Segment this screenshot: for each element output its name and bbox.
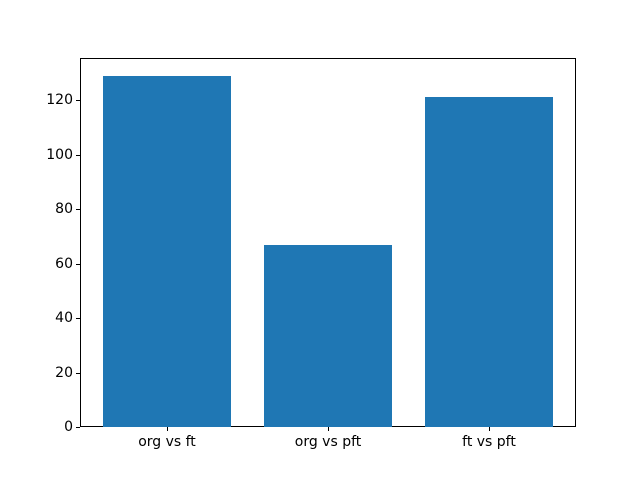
y-tick-label: 0	[64, 419, 73, 435]
bar-1	[102, 75, 232, 427]
y-tick-label: 100	[46, 146, 73, 163]
y-tick-mark	[76, 427, 80, 428]
x-tick-mark	[328, 427, 329, 431]
y-tick-mark	[76, 154, 80, 156]
y-tick-label: 120	[46, 92, 73, 109]
y-tick-mark	[76, 318, 80, 319]
y-tick-label: 80	[55, 201, 73, 218]
y-tick-label: 60	[55, 255, 73, 272]
y-tick-label: 20	[55, 364, 73, 381]
y-tick-label: 40	[55, 310, 73, 326]
x-tick-mark	[489, 427, 490, 431]
x-tick-label: org vs ft	[138, 434, 196, 450]
x-tick-label: org vs pft	[294, 434, 362, 450]
y-tick-mark	[76, 372, 80, 374]
y-tick-mark	[76, 100, 80, 102]
y-tick-mark	[76, 209, 80, 211]
bar-3	[424, 97, 554, 427]
x-tick-label: ft vs pft	[462, 434, 516, 450]
y-tick-mark	[76, 263, 80, 265]
bar-2	[263, 244, 393, 427]
x-tick-mark	[167, 427, 168, 431]
